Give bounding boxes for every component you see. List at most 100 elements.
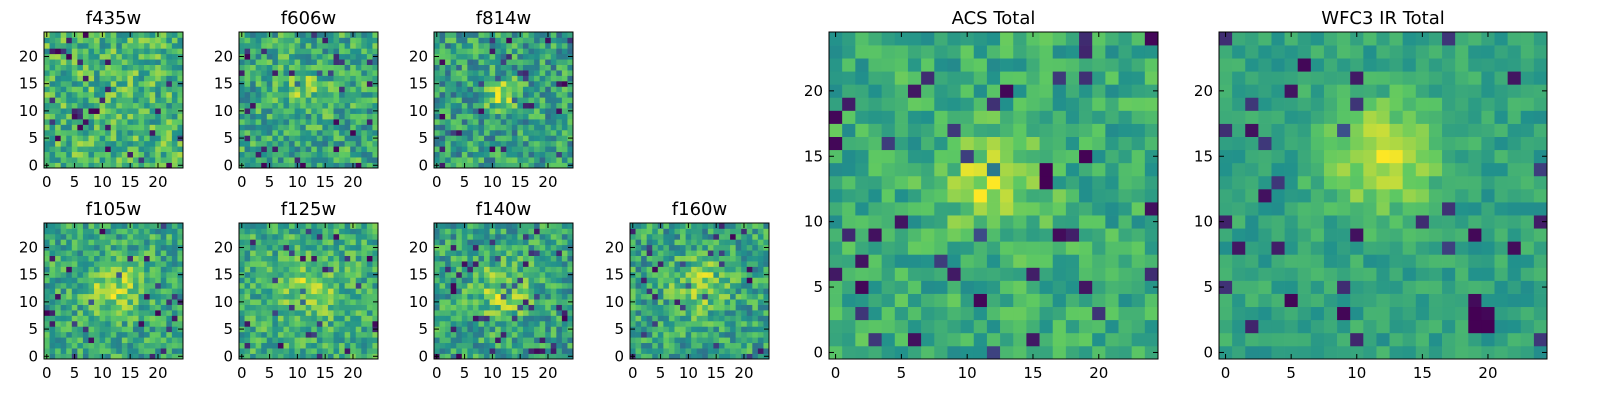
heatmap-cell — [506, 337, 513, 344]
heatmap-cell — [517, 129, 524, 136]
heatmap-cell — [55, 310, 62, 316]
heatmap-cell — [506, 315, 513, 322]
heatmap-cell — [757, 331, 764, 338]
heatmap-cell — [250, 255, 257, 262]
heatmap-cell — [921, 345, 935, 360]
heatmap-cell — [88, 320, 95, 327]
heatmap-cell — [372, 282, 379, 289]
heatmap-cell — [561, 326, 568, 333]
heatmap-cell — [517, 113, 524, 120]
heatmap-cell — [355, 32, 362, 38]
heatmap-cell — [724, 299, 731, 305]
heatmap-cell — [116, 326, 123, 333]
heatmap-cell — [94, 250, 100, 256]
heatmap-cell — [171, 91, 178, 98]
heatmap-cell — [339, 97, 345, 104]
heatmap-cell — [934, 149, 948, 164]
heatmap-cell — [641, 342, 648, 349]
heatmap-cell — [266, 228, 273, 235]
heatmap-cell — [82, 261, 89, 267]
heatmap-cell — [316, 250, 323, 256]
heatmap-cell — [339, 337, 345, 344]
heatmap-cell — [49, 59, 56, 65]
heatmap-cell — [472, 53, 479, 60]
heatmap-cell — [71, 304, 78, 311]
heatmap-cell — [668, 277, 675, 284]
heatmap-cell — [60, 255, 67, 262]
heatmap-cell — [272, 91, 279, 98]
heatmap-cell — [82, 326, 89, 333]
heatmap-cell — [511, 53, 518, 60]
heatmap-cell — [657, 326, 664, 333]
heatmap-cell — [1065, 162, 1080, 177]
heatmap-cell — [272, 32, 279, 38]
heatmap-cell — [99, 310, 106, 316]
heatmap-cell — [724, 228, 731, 235]
heatmap-cell — [239, 282, 245, 289]
heatmap-cell — [506, 326, 513, 333]
heatmap-cell — [934, 319, 948, 334]
heatmap-cell — [255, 315, 262, 322]
heatmap-cell — [355, 113, 362, 120]
heatmap-cell — [713, 233, 720, 240]
heatmap-cell — [500, 353, 507, 360]
heatmap-cell — [177, 59, 184, 65]
heatmap-cell — [82, 320, 89, 327]
heatmap-cell — [484, 32, 490, 38]
heatmap-cell — [344, 97, 351, 104]
heatmap-cell — [484, 124, 490, 131]
heatmap-cell — [44, 342, 50, 349]
heatmap-cell — [511, 135, 518, 142]
heatmap-cell — [99, 108, 106, 114]
heatmap-cell — [344, 102, 351, 109]
heatmap-cell — [105, 162, 112, 169]
y-tick-label: 0 — [28, 347, 38, 365]
heatmap-cell — [44, 140, 50, 147]
heatmap-cell — [511, 277, 518, 284]
heatmap-cell — [305, 310, 312, 316]
heatmap-cell — [127, 64, 134, 71]
heatmap-cell — [144, 97, 150, 104]
heatmap-cell — [333, 353, 340, 360]
heatmap-cell — [1039, 293, 1054, 308]
heatmap-cell — [506, 223, 513, 229]
heatmap-cell — [439, 331, 446, 338]
heatmap-cell — [561, 282, 568, 289]
heatmap-cell — [49, 146, 56, 153]
heatmap-cell — [495, 124, 502, 131]
heatmap-cell — [511, 320, 518, 327]
heatmap-cell — [266, 326, 273, 333]
heatmap-cell — [277, 293, 284, 300]
heatmap-cell — [105, 353, 112, 360]
heatmap-cell — [110, 151, 117, 158]
x-tick-label: 0 — [42, 364, 52, 382]
heatmap-cell — [506, 86, 513, 93]
heatmap-cell — [1052, 306, 1067, 321]
heatmap-cell — [88, 239, 95, 246]
heatmap-cell — [261, 53, 268, 60]
heatmap-cell — [630, 320, 636, 327]
heatmap-cell — [300, 70, 307, 76]
heatmap-cell — [635, 299, 642, 305]
heatmap-cell — [868, 149, 882, 164]
heatmap-cell — [239, 310, 245, 316]
heatmap-cell — [294, 59, 301, 65]
heatmap-cell — [132, 250, 139, 256]
heatmap-cell — [82, 97, 89, 104]
heatmap-cell — [528, 80, 535, 87]
heatmap-cell — [361, 97, 368, 104]
heatmap-cell — [1092, 162, 1106, 177]
heatmap-cell — [668, 293, 675, 300]
heatmap-cell — [155, 37, 162, 44]
heatmap-cell — [894, 175, 909, 190]
heatmap-cell — [177, 320, 184, 327]
heatmap-cell — [1000, 267, 1014, 281]
x-tick-label: 20 — [343, 173, 362, 191]
heatmap-cell — [489, 135, 496, 142]
heatmap-cell — [657, 228, 664, 235]
heatmap-cell — [294, 250, 301, 256]
heatmap-cell — [132, 37, 139, 44]
y-tick-label: 0 — [418, 156, 428, 174]
heatmap-cell — [539, 48, 546, 55]
heatmap-cell — [327, 331, 334, 338]
